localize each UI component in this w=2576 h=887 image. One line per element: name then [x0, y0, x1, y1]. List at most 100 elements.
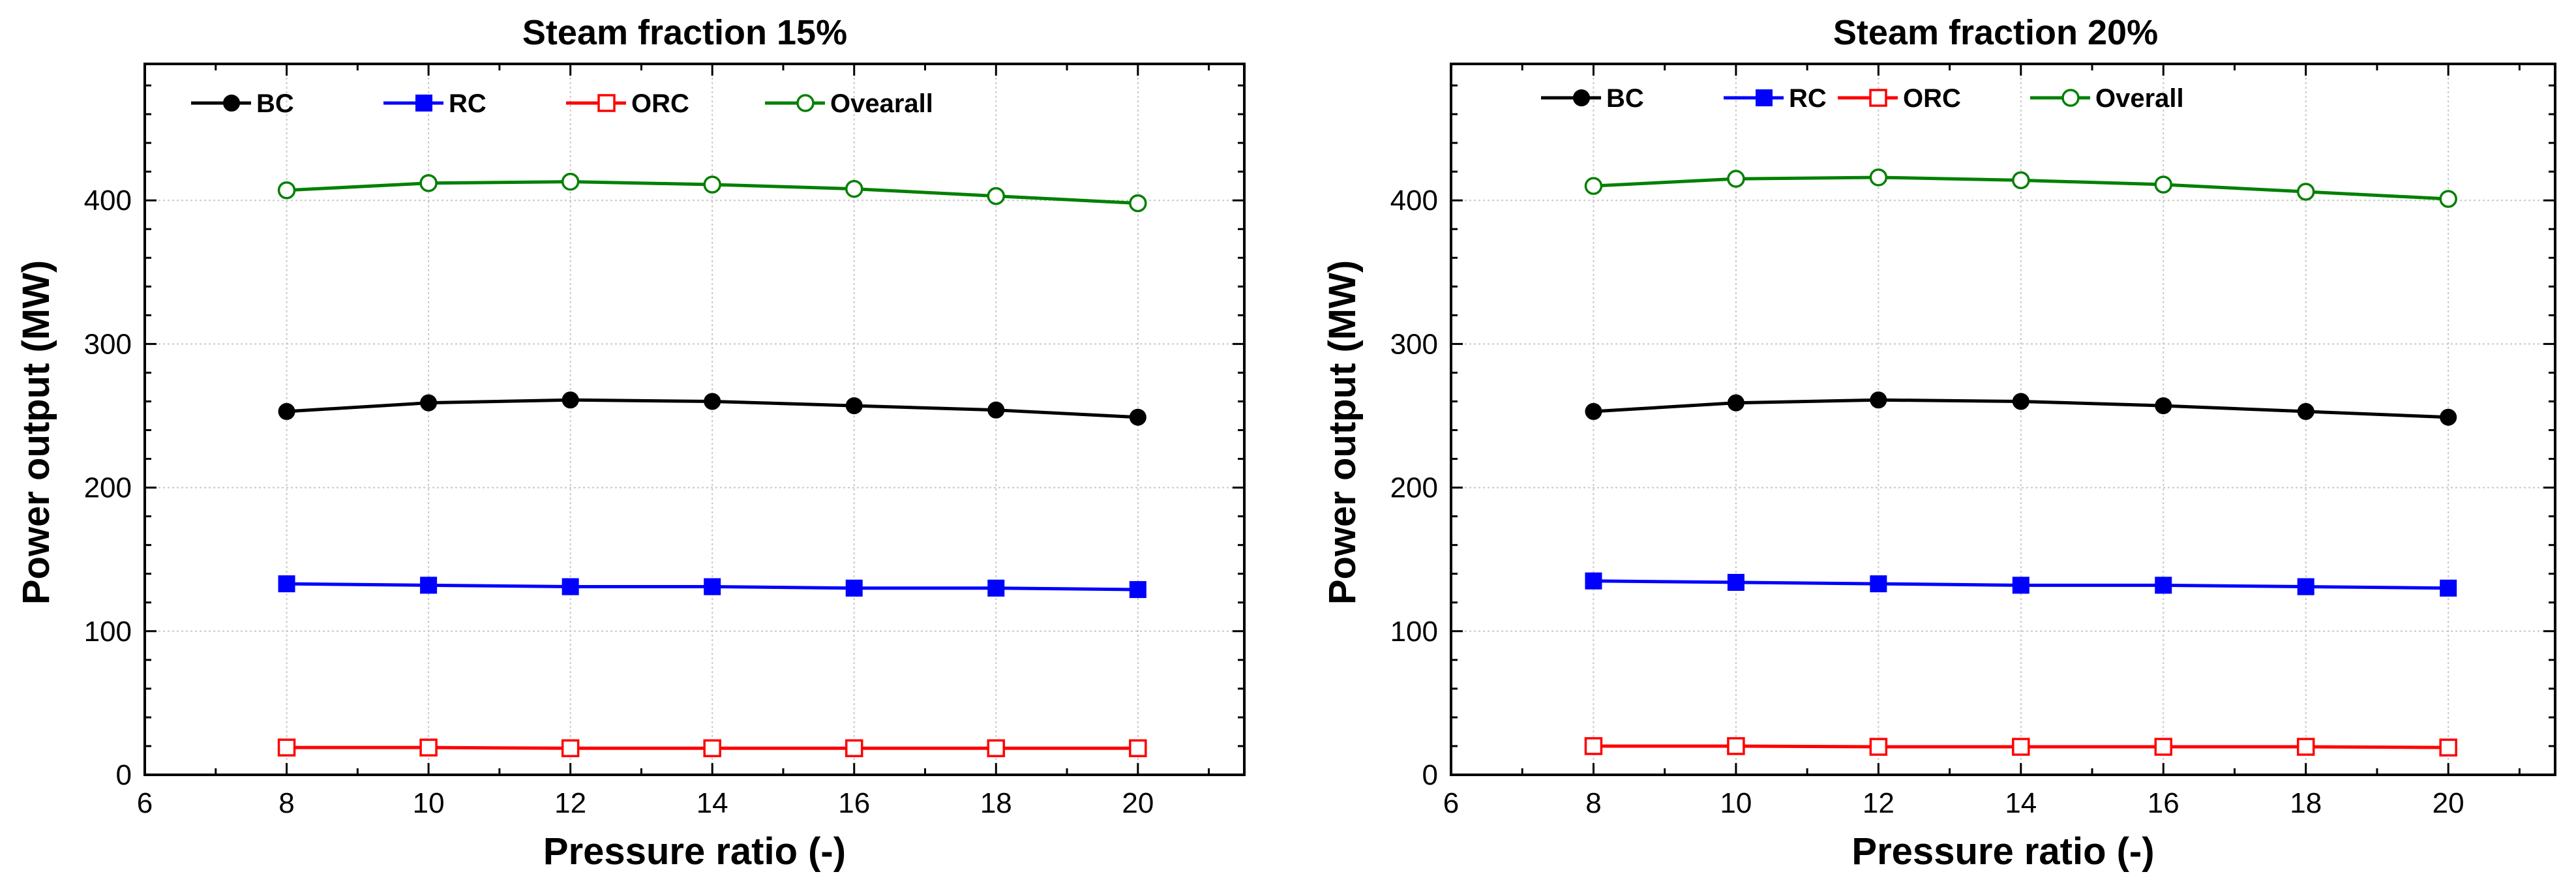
- data-point-ovearall: [845, 179, 863, 198]
- data-point-rc: [562, 578, 579, 595]
- y-tick-label: 0: [1422, 759, 1438, 791]
- series-orc: [1584, 737, 2457, 757]
- data-point-ovearall: [419, 174, 438, 192]
- x-tick-label: 18: [2290, 787, 2322, 819]
- legend-marker-rc: [1756, 89, 1773, 106]
- legend: BC RC ORC Overall: [1541, 84, 2184, 113]
- series-rc: [278, 575, 1146, 598]
- data-point-ovearall: [277, 181, 296, 200]
- x-tick-label: 10: [1720, 787, 1752, 819]
- legend-label-bc: BC: [1606, 84, 1644, 113]
- plot-frame: [1450, 63, 2556, 776]
- y-tick-label: 0: [116, 759, 132, 791]
- x-tick-label: 6: [137, 787, 153, 819]
- data-point-orc: [1727, 737, 1745, 755]
- data-point-bc: [1129, 408, 1146, 426]
- data-point-bc: [2155, 397, 2172, 415]
- series-bc: [278, 391, 1146, 426]
- legend-label-bc: BC: [256, 89, 294, 118]
- legend-marker-orc: [1869, 89, 1887, 107]
- data-point-overall: [1584, 177, 1603, 195]
- data-point-orc: [703, 739, 721, 758]
- data-point-overall: [2439, 190, 2457, 208]
- data-point-overall: [1869, 168, 1888, 187]
- x-tick-label: 12: [1863, 787, 1895, 819]
- data-point-rc: [2012, 577, 2029, 594]
- data-point-rc: [2440, 579, 2457, 597]
- data-point-overall: [1727, 170, 1745, 188]
- data-point-ovearall: [561, 172, 580, 191]
- legend-label-rc: RC: [449, 89, 487, 118]
- legend-marker-bc: [1573, 89, 1590, 106]
- data-point-orc: [1129, 739, 1147, 758]
- legend-marker-ovearall: [796, 94, 815, 112]
- data-point-rc: [420, 577, 438, 594]
- legend-marker-rc: [415, 95, 432, 112]
- plot-frame: [143, 63, 1246, 776]
- legend-label-ovearall: Ovearall: [830, 89, 933, 118]
- legend-label-rc: RC: [1789, 84, 1827, 113]
- data-point-overall: [2154, 175, 2173, 194]
- y-tick-label: 400: [1390, 185, 1438, 217]
- y-tick-label: 300: [84, 328, 132, 360]
- data-point-bc: [2012, 393, 2029, 410]
- chart-title: Steam fraction 15%: [522, 13, 847, 52]
- data-point-bc: [1585, 402, 1602, 420]
- data-point-rc: [845, 579, 863, 597]
- legend: BC RC ORC Ovearall: [191, 89, 933, 118]
- data-point-bc: [278, 402, 295, 420]
- data-point-rc: [1870, 575, 1887, 593]
- x-tick-label: 14: [2005, 787, 2037, 819]
- x-tick-label: 10: [413, 787, 445, 819]
- data-point-bc: [845, 397, 863, 415]
- data-point-ovearall: [703, 175, 721, 194]
- legend-item-bc: BC: [1541, 84, 1644, 113]
- data-point-bc: [987, 401, 1005, 419]
- data-point-rc: [1585, 572, 1602, 590]
- x-tick-label: 6: [1443, 787, 1459, 819]
- legend-item-ovearall: Ovearall: [765, 89, 933, 118]
- series-ovearall: [277, 172, 1147, 213]
- x-tick-label: 8: [278, 787, 294, 819]
- data-point-rc: [2155, 577, 2172, 594]
- data-point-rc: [1129, 580, 1146, 598]
- legend-item-orc: ORC: [566, 89, 689, 118]
- x-tick-label: 16: [838, 787, 870, 819]
- data-point-orc: [2154, 738, 2173, 756]
- data-point-rc: [278, 575, 295, 593]
- data-point-orc: [277, 738, 296, 757]
- data-point-orc: [987, 739, 1006, 758]
- data-point-orc: [419, 738, 438, 757]
- data-point-orc: [561, 739, 580, 758]
- data-point-bc: [2297, 402, 2314, 420]
- x-tick-label: 12: [554, 787, 586, 819]
- series-bc: [1585, 391, 2457, 426]
- data-point-ovearall: [1129, 194, 1147, 213]
- x-tick-label: 16: [2148, 787, 2179, 819]
- y-tick-label: 200: [84, 472, 132, 504]
- x-tick-label: 20: [1122, 787, 1154, 819]
- legend-item-rc: RC: [383, 89, 487, 118]
- legend-label-orc: ORC: [631, 89, 689, 118]
- data-point-rc: [704, 578, 721, 595]
- y-axis-label: Power output (MW): [1321, 260, 1364, 605]
- data-point-bc: [2440, 408, 2457, 426]
- data-point-rc: [987, 579, 1005, 597]
- y-tick-label: 100: [84, 616, 132, 648]
- chart-title: Steam fraction 20%: [1833, 13, 2158, 52]
- series-rc: [1585, 572, 2457, 597]
- data-point-overall: [2012, 171, 2030, 190]
- legend-label-overall: Overall: [2095, 84, 2184, 113]
- x-tick-label: 20: [2433, 787, 2464, 819]
- data-point-orc: [1869, 738, 1888, 756]
- data-point-orc: [2296, 738, 2315, 756]
- y-tick-label: 400: [84, 185, 132, 217]
- x-tick-label: 14: [696, 787, 728, 819]
- x-axis-label: Pressure ratio (-): [1851, 830, 2154, 873]
- x-tick-label: 8: [1585, 787, 1601, 819]
- y-tick-label: 300: [1390, 328, 1438, 360]
- legend-marker-bc: [223, 95, 240, 112]
